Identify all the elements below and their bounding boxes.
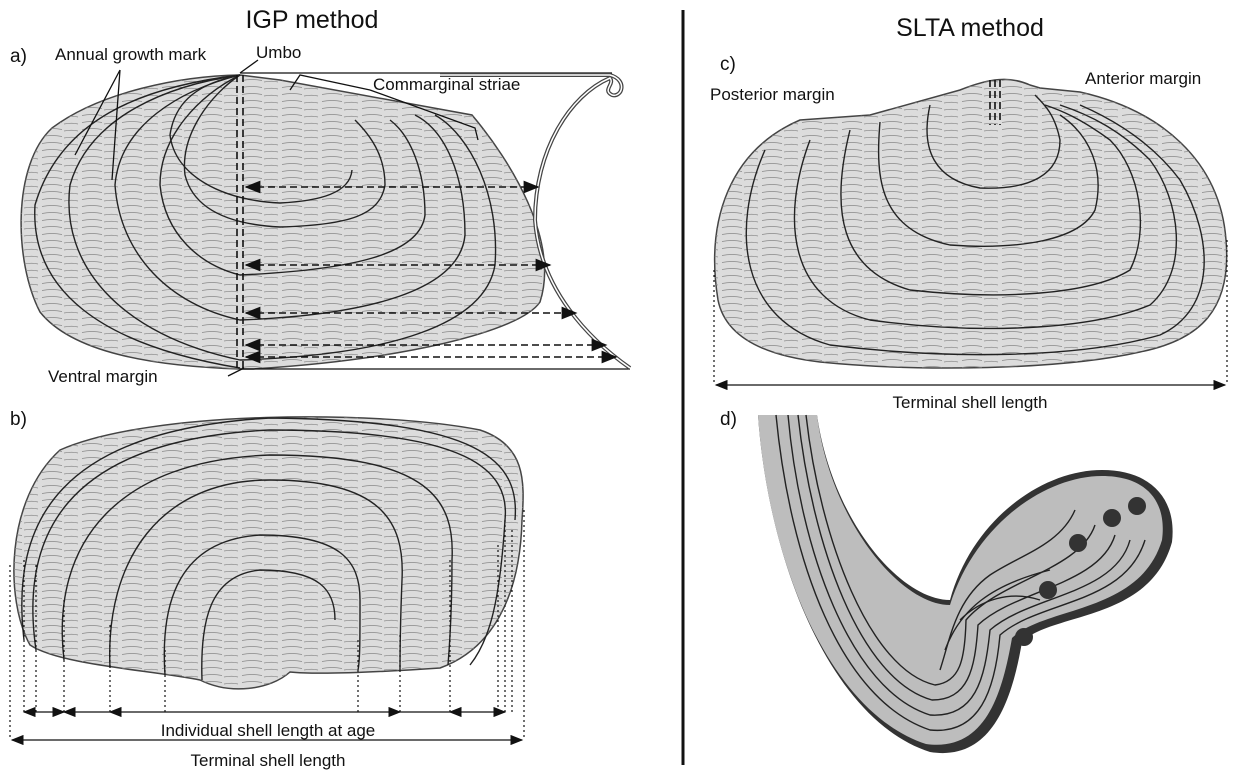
annotation: Commarginal striae [373, 75, 520, 94]
annotation: Terminal shell length [893, 393, 1048, 412]
panel-b: b) Individual shell length at age Termin… [9, 409, 525, 770]
method-title: SLTA method [896, 14, 1044, 42]
panel-a: a) Annual growth mark Umbo Commarginal s… [10, 43, 632, 386]
annotation: Terminal shell length [191, 751, 346, 770]
panel-label: c) [720, 54, 736, 75]
annotation: Posterior margin [710, 85, 835, 104]
panel-label: b) [10, 409, 27, 430]
annotation: Ventral margin [48, 367, 158, 386]
panel-label: a) [10, 46, 27, 67]
annotation: Annual growth mark [55, 45, 207, 64]
annotation: Individual shell length at age [161, 721, 376, 740]
panel-c: c) Posterior margin Anterior margin Term… [710, 54, 1228, 412]
annotation: Umbo [256, 43, 301, 62]
annotation: Anterior margin [1085, 69, 1201, 88]
panel-label: d) [720, 409, 737, 430]
method-title: IGP method [246, 6, 379, 34]
panel-d: d) [720, 409, 1173, 754]
